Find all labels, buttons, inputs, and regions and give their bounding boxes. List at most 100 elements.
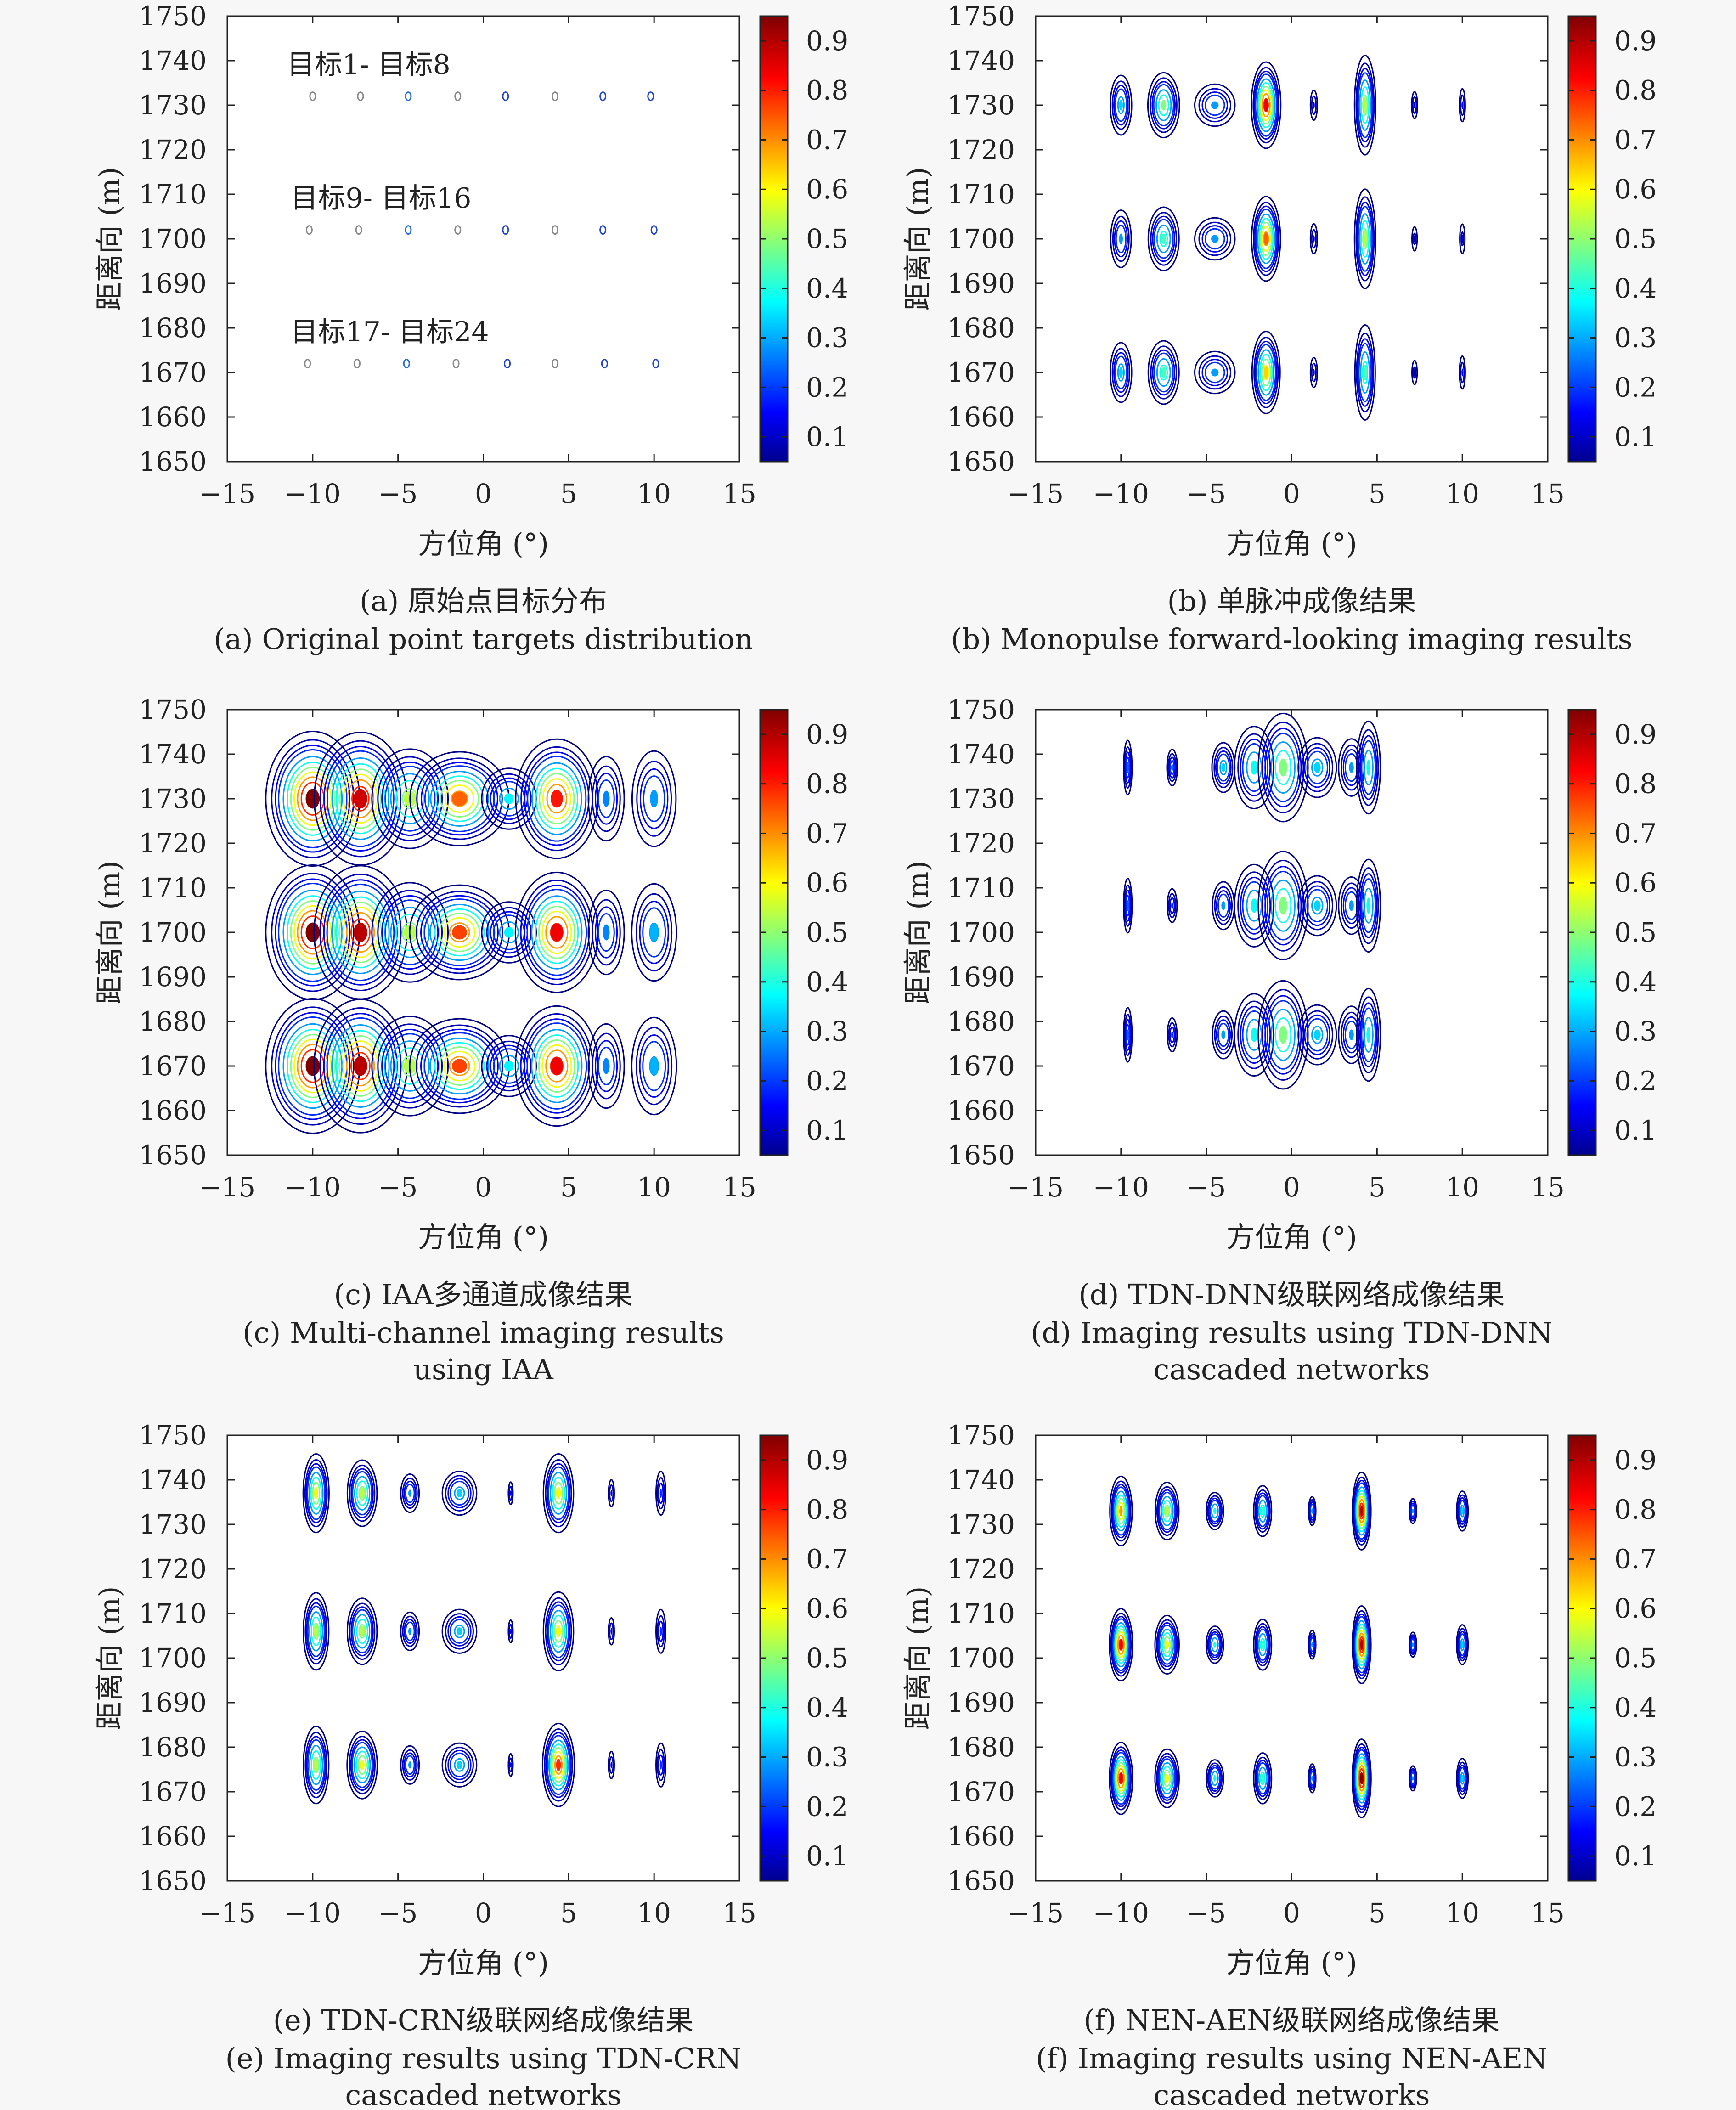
contour-ring xyxy=(531,762,582,835)
contour-ring xyxy=(1257,712,1309,823)
contour-ring xyxy=(304,1598,328,1665)
peak-spot xyxy=(1263,366,1268,379)
contour-ring xyxy=(547,1604,569,1659)
contour-ring xyxy=(1308,1763,1317,1794)
contour-ring xyxy=(1457,1761,1468,1795)
contour-ring xyxy=(1110,1613,1132,1677)
y-tick-label: 1680 xyxy=(947,1006,1015,1037)
contour-ring xyxy=(1156,358,1171,387)
contour-ring xyxy=(339,768,382,829)
contour-ring xyxy=(1112,1618,1130,1671)
colorbar-tick-label: 0.5 xyxy=(806,1642,848,1674)
contour-ring xyxy=(1357,72,1373,138)
x-axis-label: 方位角 (°) xyxy=(418,527,549,560)
caption-en: (b) Monopulse forward-looking imaging re… xyxy=(951,622,1632,656)
contour-ring xyxy=(1357,1626,1367,1663)
contour-ring xyxy=(1159,364,1168,381)
peak-spot xyxy=(1349,900,1354,911)
contour-ring xyxy=(1154,1481,1180,1540)
contour-ring xyxy=(352,1609,373,1654)
contour-ring xyxy=(351,1742,373,1788)
contour-ring xyxy=(655,1608,667,1654)
target-point xyxy=(309,91,316,102)
contour-ring xyxy=(1112,1752,1130,1805)
contour-ring xyxy=(454,1758,465,1772)
x-tick-label: 15 xyxy=(722,1897,756,1929)
contour-ring xyxy=(350,1052,371,1080)
y-tick-label: 1670 xyxy=(139,1050,207,1082)
contour-ring xyxy=(441,1470,478,1516)
contour-ring xyxy=(282,889,343,976)
target-annotation: 目标9- 目标16 xyxy=(291,182,472,214)
y-axis-label: 距离向 (m) xyxy=(901,167,935,311)
contour-ring xyxy=(541,1722,575,1807)
x-tick-label: 10 xyxy=(1445,478,1479,509)
caption-cn: (a) 原始点目标分布 xyxy=(360,584,607,618)
target-point xyxy=(599,91,607,102)
y-tick-label: 1750 xyxy=(947,0,1015,32)
x-tick-label: −15 xyxy=(199,1172,255,1203)
x-tick-label: 5 xyxy=(1369,1897,1386,1929)
contour-ring xyxy=(1256,344,1276,401)
contour-ring xyxy=(1456,1624,1469,1665)
contour-ring xyxy=(1111,348,1130,397)
peak-spot xyxy=(659,1626,662,1636)
y-tick-label: 1740 xyxy=(139,739,207,770)
contour-ring xyxy=(1124,884,1132,927)
peak-spot xyxy=(1213,1507,1217,1514)
contour-ring xyxy=(349,1735,376,1794)
colorbar-tick-label: 0.6 xyxy=(1614,867,1657,898)
x-tick-label: 0 xyxy=(475,478,492,509)
contour-ring xyxy=(1359,1636,1364,1653)
contour-ring xyxy=(1153,84,1174,127)
contour-ring xyxy=(1246,751,1263,784)
colorbar-tick-label: 0.7 xyxy=(806,124,848,155)
contour-ring xyxy=(282,1023,343,1109)
y-tick-label: 1730 xyxy=(139,783,207,814)
peak-spot xyxy=(1261,1640,1264,1649)
contour-ring xyxy=(1460,361,1465,384)
colorbar-tick-label: 0.7 xyxy=(1614,1543,1657,1574)
contour-ring xyxy=(541,910,572,954)
contour-ring xyxy=(1110,74,1133,136)
y-tick-label: 1690 xyxy=(139,961,207,993)
contour-ring xyxy=(402,1478,418,1509)
plot-content xyxy=(1110,55,1466,421)
contour-ring xyxy=(1251,331,1281,414)
contour-ring xyxy=(1201,91,1228,119)
contour-ring xyxy=(358,1624,366,1639)
y-tick-label: 1740 xyxy=(139,45,207,76)
contour-ring xyxy=(1356,1756,1368,1800)
contour-ring xyxy=(1207,1762,1223,1794)
contour-ring xyxy=(1168,1022,1177,1048)
contour-ring xyxy=(423,898,496,966)
contour-ring xyxy=(1260,221,1273,256)
panel-d: −15 −10 −5 0 5 10 15 1650 1660 1670 1680 1690 1700 17… xyxy=(901,694,1657,1386)
contour-ring xyxy=(1234,726,1275,810)
caption-cn: (d) TDN-DNN级联网络成像结果 xyxy=(1078,1278,1505,1311)
contour-ring xyxy=(440,779,479,818)
target-point xyxy=(552,91,559,102)
panel-e: −15 −10 −5 0 5 10 15 1650 1660 1670 1680 1690 1700 17… xyxy=(93,1420,848,2110)
y-tick-label: 1730 xyxy=(139,1509,207,1540)
contour-ring xyxy=(1264,728,1302,807)
contour-ring xyxy=(1109,1608,1133,1681)
contour-ring xyxy=(449,1752,469,1777)
colorbar-tick-label: 0.3 xyxy=(1614,322,1657,354)
contour-ring xyxy=(1253,1485,1273,1537)
contour-ring xyxy=(1257,851,1309,961)
target-point xyxy=(452,359,460,369)
peak-spot xyxy=(452,1059,467,1073)
contour-ring xyxy=(1258,1499,1268,1523)
y-tick-label: 1730 xyxy=(947,1509,1015,1540)
contour-ring xyxy=(1456,1490,1469,1532)
contour-ring xyxy=(1362,94,1368,116)
x-tick-label: 10 xyxy=(1445,1897,1479,1929)
contour-ring xyxy=(1168,756,1176,779)
y-tick-label: 1710 xyxy=(947,179,1015,210)
contour-ring xyxy=(1358,729,1379,806)
contour-ring xyxy=(1204,228,1225,250)
contour-ring xyxy=(1408,1498,1417,1524)
y-tick-label: 1700 xyxy=(947,1642,1015,1674)
contour-ring xyxy=(290,767,335,831)
